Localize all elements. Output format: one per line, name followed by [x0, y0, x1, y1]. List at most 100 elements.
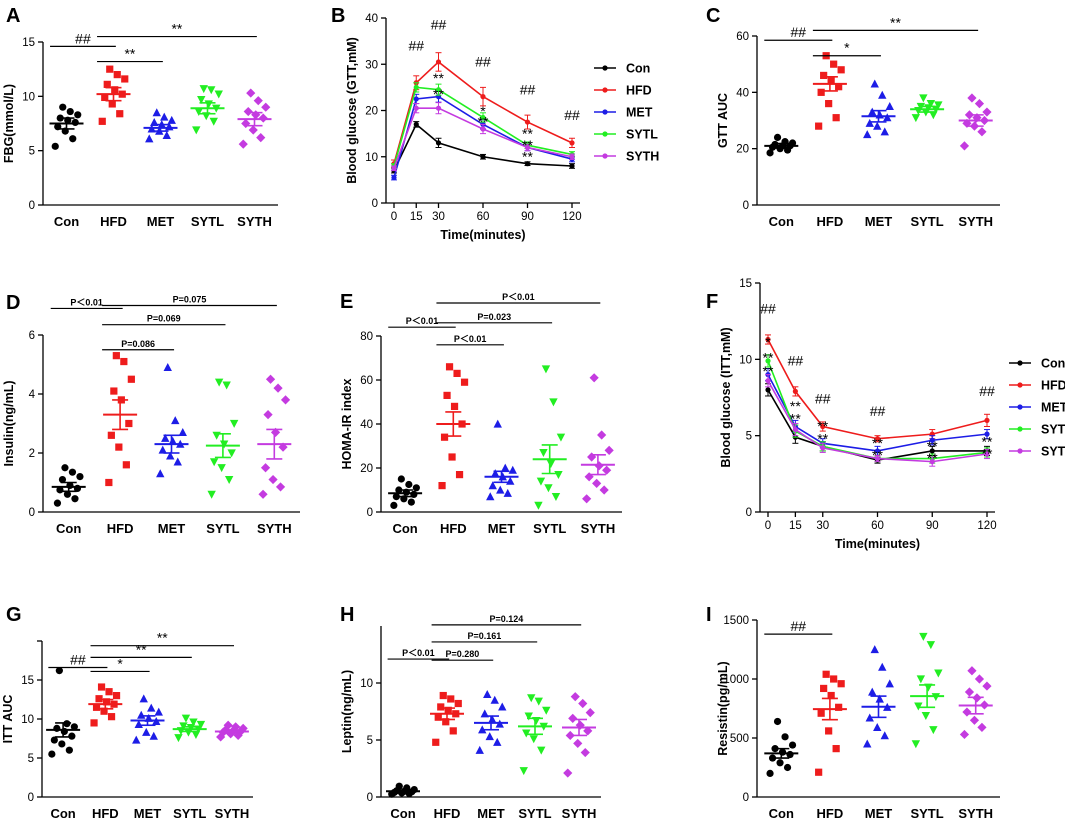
- data-point: [253, 96, 263, 106]
- data-point: [771, 140, 779, 149]
- data-point: [55, 667, 63, 675]
- series-line: [393, 107, 573, 169]
- data-point: [974, 674, 985, 684]
- data-point: [868, 107, 877, 116]
- data-point: [916, 675, 926, 684]
- data-point: [817, 709, 825, 717]
- data-point: [194, 107, 203, 116]
- significance-label: *: [117, 655, 123, 671]
- data-point: [432, 738, 440, 746]
- category-label: SYTH: [237, 214, 272, 229]
- data-point: [219, 440, 229, 449]
- data-point: [173, 457, 182, 466]
- y-tick-label: 0: [29, 200, 35, 212]
- data-point: [209, 117, 218, 126]
- category-label: Con: [50, 806, 75, 819]
- data-point: [868, 687, 877, 696]
- data-point: [498, 702, 507, 711]
- data-point: [134, 720, 143, 729]
- significance-label: ##: [979, 383, 995, 399]
- data-point: [580, 747, 590, 758]
- panel-label: D: [6, 292, 20, 314]
- legend-swatch-dot: [1017, 448, 1023, 454]
- panel-label: H: [340, 604, 354, 626]
- significance-label: ##: [408, 37, 424, 53]
- data-point: [209, 458, 219, 467]
- significance-label: P=0.023: [477, 312, 511, 322]
- data-point: [106, 65, 114, 73]
- series-point: [569, 140, 575, 146]
- series-point: [413, 84, 419, 90]
- significance-label: **: [763, 349, 774, 365]
- data-point: [982, 681, 992, 691]
- data-point: [116, 110, 124, 118]
- data-point: [161, 433, 170, 442]
- category-label: HFD: [100, 214, 127, 229]
- data-point: [158, 445, 167, 454]
- legend-swatch-dot: [1017, 360, 1023, 366]
- series-point: [929, 459, 935, 465]
- significance-label: *: [844, 40, 850, 56]
- data-point: [217, 464, 226, 473]
- data-point: [522, 729, 531, 738]
- series-point: [874, 455, 881, 462]
- y-tick-label: 0: [372, 198, 378, 210]
- series-point: [413, 96, 419, 102]
- category-label: HFD: [440, 521, 467, 536]
- significance-label: P=0.280: [446, 649, 480, 659]
- data-point: [865, 713, 874, 722]
- y-tick-label: 0: [743, 200, 749, 212]
- x-tick-label: 30: [432, 211, 445, 223]
- data-point: [837, 66, 845, 74]
- x-tick-label: 0: [391, 211, 397, 223]
- data-point: [835, 703, 843, 711]
- data-point: [223, 720, 233, 730]
- category-label: SYTL: [910, 806, 943, 819]
- category-label: HFD: [817, 806, 844, 819]
- data-point: [544, 484, 553, 493]
- data-point: [788, 139, 797, 147]
- legend-swatch-dot: [1017, 382, 1023, 388]
- data-point: [243, 106, 253, 117]
- data-point: [171, 416, 180, 425]
- data-point: [107, 713, 116, 721]
- y-tick-label: 15: [21, 675, 34, 687]
- data-point: [268, 474, 278, 485]
- series-point: [480, 126, 486, 132]
- data-point: [546, 460, 556, 468]
- data-point: [493, 419, 502, 428]
- data-point: [207, 86, 216, 95]
- y-axis-label: ITT AUC: [1, 695, 15, 744]
- series-line: [767, 339, 988, 440]
- data-point: [781, 733, 789, 741]
- y-tick-label: 20: [360, 463, 373, 475]
- data-point: [820, 71, 828, 80]
- panel-label: B: [331, 5, 345, 27]
- data-point: [926, 641, 936, 650]
- series-point: [391, 165, 397, 171]
- data-point: [434, 713, 442, 721]
- data-point: [556, 433, 566, 442]
- series-point: [984, 431, 990, 437]
- category-label: SYTH: [958, 806, 993, 819]
- data-point: [149, 731, 158, 740]
- x-tick-label: 120: [977, 520, 996, 532]
- category-label: HFD: [107, 521, 134, 536]
- category-label: SYTL: [518, 806, 551, 819]
- data-point: [982, 107, 992, 117]
- data-point: [70, 723, 78, 731]
- data-point: [554, 471, 563, 479]
- data-point: [911, 740, 921, 749]
- data-point: [163, 363, 172, 372]
- panel-a: A 0 5 10 15 FBG(mmol/L) Con HFD MET SYTL SYTH ## ** *…: [2, 5, 278, 229]
- data-point: [478, 725, 487, 734]
- series-point: [524, 119, 531, 125]
- data-point: [74, 111, 82, 119]
- data-point: [503, 488, 512, 497]
- y-tick-label: 15: [22, 37, 35, 49]
- data-point: [214, 378, 224, 387]
- data-point: [565, 730, 575, 741]
- significance-label: **: [872, 435, 883, 451]
- significance-label: ##: [70, 652, 86, 668]
